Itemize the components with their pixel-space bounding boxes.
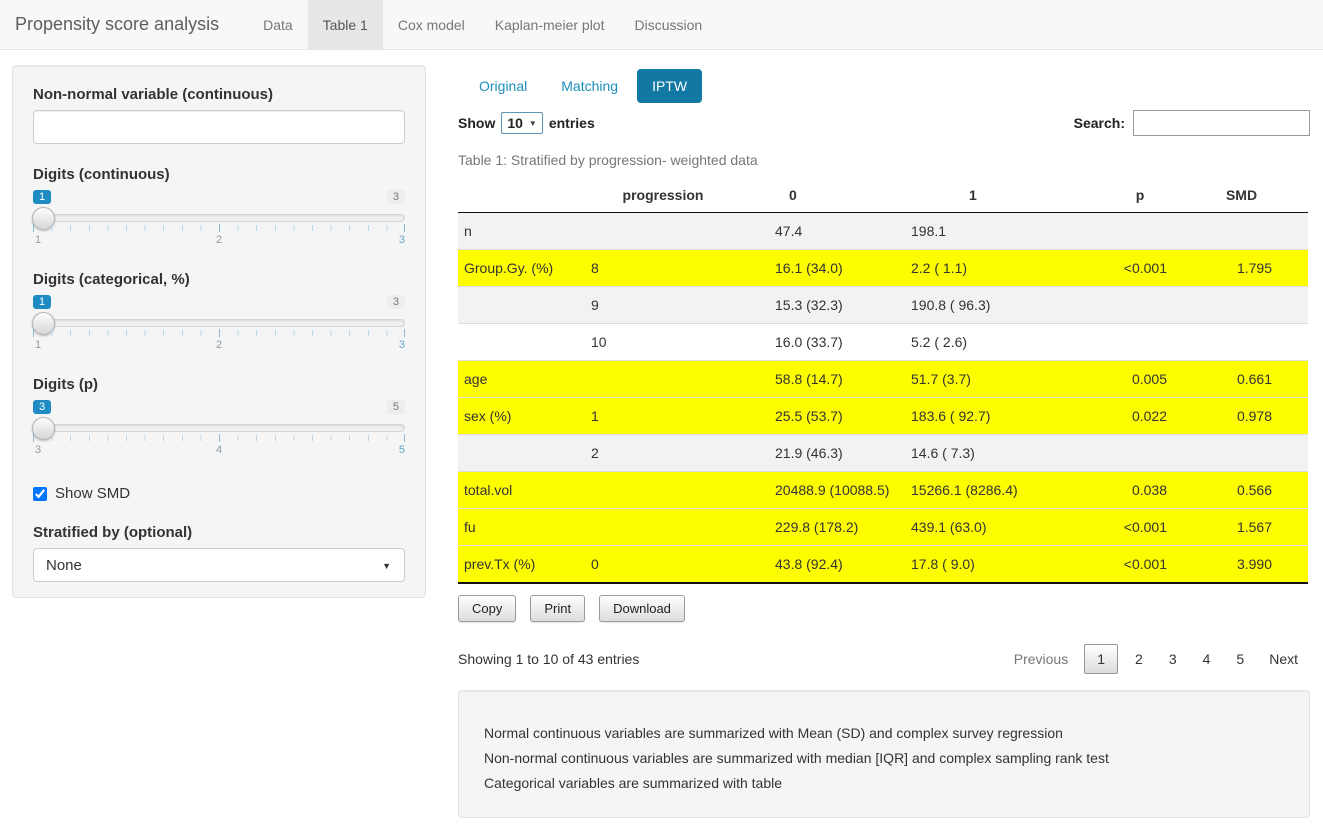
slider-ticks	[33, 434, 405, 442]
nonnormal-variable-label: Non-normal variable (continuous)	[33, 86, 274, 103]
tab-matching[interactable]: Matching	[561, 78, 619, 94]
slider-max-badge: 3	[386, 190, 405, 204]
slider-value-badge: 3	[33, 400, 52, 414]
stratified-by-label: Stratified by (optional)	[33, 524, 193, 541]
table1-datatable: progression 0 1 p SMD n 47.4 198.1 Group.G…	[458, 178, 1308, 584]
search-input[interactable]	[1133, 110, 1310, 136]
slider-tick-labels: 1 2 3	[35, 339, 405, 351]
page-5-button[interactable]: 5	[1236, 651, 1245, 667]
digits-p-label: Digits (p)	[33, 376, 98, 393]
table-row: Group.Gy. (%) 8 16.1 (34.0) 2.2 ( 1.1) <0.00…	[458, 249, 1308, 287]
navtab-kaplan-meier[interactable]: Kaplan-meier plot	[494, 16, 605, 33]
next-page-button[interactable]: Next	[1269, 651, 1298, 667]
download-button[interactable]: Download	[599, 595, 685, 622]
sidebar-panel: Non-normal variable (continuous) Digits …	[12, 65, 426, 598]
footnote-line: Non-normal continuous variables are summ…	[484, 750, 1109, 766]
footnote-panel: Normal continuous variables are summariz…	[458, 690, 1310, 818]
slider-value-badge: 1	[33, 190, 52, 204]
show-smd-label: Show SMD	[55, 485, 131, 502]
entries-info: Showing 1 to 10 of 43 entries	[458, 651, 640, 667]
navtab-table1[interactable]: Table 1	[307, 0, 383, 49]
digits-continuous-slider: 1 3 1 2 3	[32, 190, 405, 249]
footnote-line: Normal continuous variables are summariz…	[484, 725, 1063, 741]
stratified-by-value: None	[46, 556, 82, 574]
table-row: 2 21.9 (46.3) 14.6 ( 7.3)	[458, 434, 1308, 472]
page-4-button[interactable]: 4	[1202, 651, 1211, 667]
slider-tick-labels: 3 4 5	[35, 444, 405, 456]
navbar: Propensity score analysis Data Table 1 C…	[0, 0, 1323, 50]
pagination: Previous 1 2 3 4 5 Next	[1002, 644, 1310, 674]
chevron-down-icon: ▼	[382, 561, 391, 571]
col-header-1[interactable]: 1	[905, 178, 1105, 213]
col-header-0[interactable]: 0	[769, 178, 905, 213]
table-row: age 58.8 (14.7) 51.7 (3.7) 0.005 0.661	[458, 360, 1308, 398]
slider-ticks	[33, 224, 405, 232]
table-row: sex (%) 1 25.5 (53.7) 183.6 ( 92.7) 0.022 0.9…	[458, 397, 1308, 435]
col-header-smd[interactable]: SMD	[1175, 178, 1308, 213]
digits-categorical-slider: 1 3 1 2 3	[32, 295, 405, 354]
entries-select[interactable]: 10 ▼	[501, 112, 543, 134]
table-caption: Table 1: Stratified by progression- weig…	[458, 152, 758, 168]
stratified-by-select[interactable]: None ▼	[33, 548, 405, 582]
navtab-data[interactable]: Data	[263, 16, 293, 33]
table-row: fu 229.8 (178.2) 439.1 (63.0) <0.001 1.567	[458, 508, 1308, 546]
show-smd-checkbox[interactable]	[33, 486, 47, 501]
footnote-line: Categorical variables are summarized wit…	[484, 775, 783, 791]
slider-track[interactable]	[32, 417, 405, 440]
table-row: 9 15.3 (32.3) 190.8 ( 96.3)	[458, 286, 1308, 324]
slider-ticks	[33, 329, 405, 337]
previous-page-button[interactable]: Previous	[1013, 651, 1069, 667]
table-row: prev.Tx (%) 0 43.8 (92.4) 17.8 ( 9.0) <0.001…	[458, 545, 1308, 583]
slider-track[interactable]	[32, 207, 405, 230]
slider-value-badge: 1	[33, 295, 52, 309]
slider-max-badge: 3	[386, 295, 405, 309]
nonnormal-variable-input[interactable]	[33, 110, 405, 144]
page-1-button[interactable]: 1	[1084, 644, 1119, 674]
slider-max-badge: 5	[386, 400, 405, 414]
navtab-discussion[interactable]: Discussion	[634, 16, 703, 33]
app-title: Propensity score analysis	[15, 14, 220, 34]
slider-tick-labels: 1 2 3	[35, 234, 405, 246]
col-header-progression[interactable]: progression	[585, 178, 769, 213]
entries-length-control: Show 10 ▼ entries	[458, 112, 595, 134]
navtab-cox-model[interactable]: Cox model	[397, 16, 465, 33]
chevron-down-icon: ▼	[528, 118, 537, 128]
page-2-button[interactable]: 2	[1135, 651, 1143, 667]
digits-p-slider: 3 5 3 4 5	[32, 400, 405, 459]
table-type-tabs: Original Matching IPTW	[464, 69, 1310, 103]
digits-continuous-label: Digits (continuous)	[33, 166, 170, 183]
search-label: Search:	[1073, 115, 1125, 131]
header-row: progression 0 1 p SMD	[458, 178, 1308, 213]
col-header-p[interactable]: p	[1105, 178, 1175, 213]
table-row: n 47.4 198.1	[458, 212, 1308, 250]
slider-track[interactable]	[32, 312, 405, 335]
tab-iptw[interactable]: IPTW	[637, 69, 703, 103]
tab-original[interactable]: Original	[479, 78, 528, 94]
digits-categorical-label: Digits (categorical, %)	[33, 271, 190, 288]
print-button[interactable]: Print	[530, 595, 586, 622]
page-3-button[interactable]: 3	[1168, 651, 1177, 667]
table-row: 10 16.0 (33.7) 5.2 ( 2.6)	[458, 323, 1308, 361]
copy-button[interactable]: Copy	[458, 595, 517, 622]
col-header-rowname[interactable]	[458, 178, 585, 213]
navbar-tabs: Data Table 1 Cox model Kaplan-meier plot…	[248, 0, 717, 49]
table-row: total.vol 20488.9 (10088.5) 15266.1 (8286.…	[458, 471, 1308, 509]
